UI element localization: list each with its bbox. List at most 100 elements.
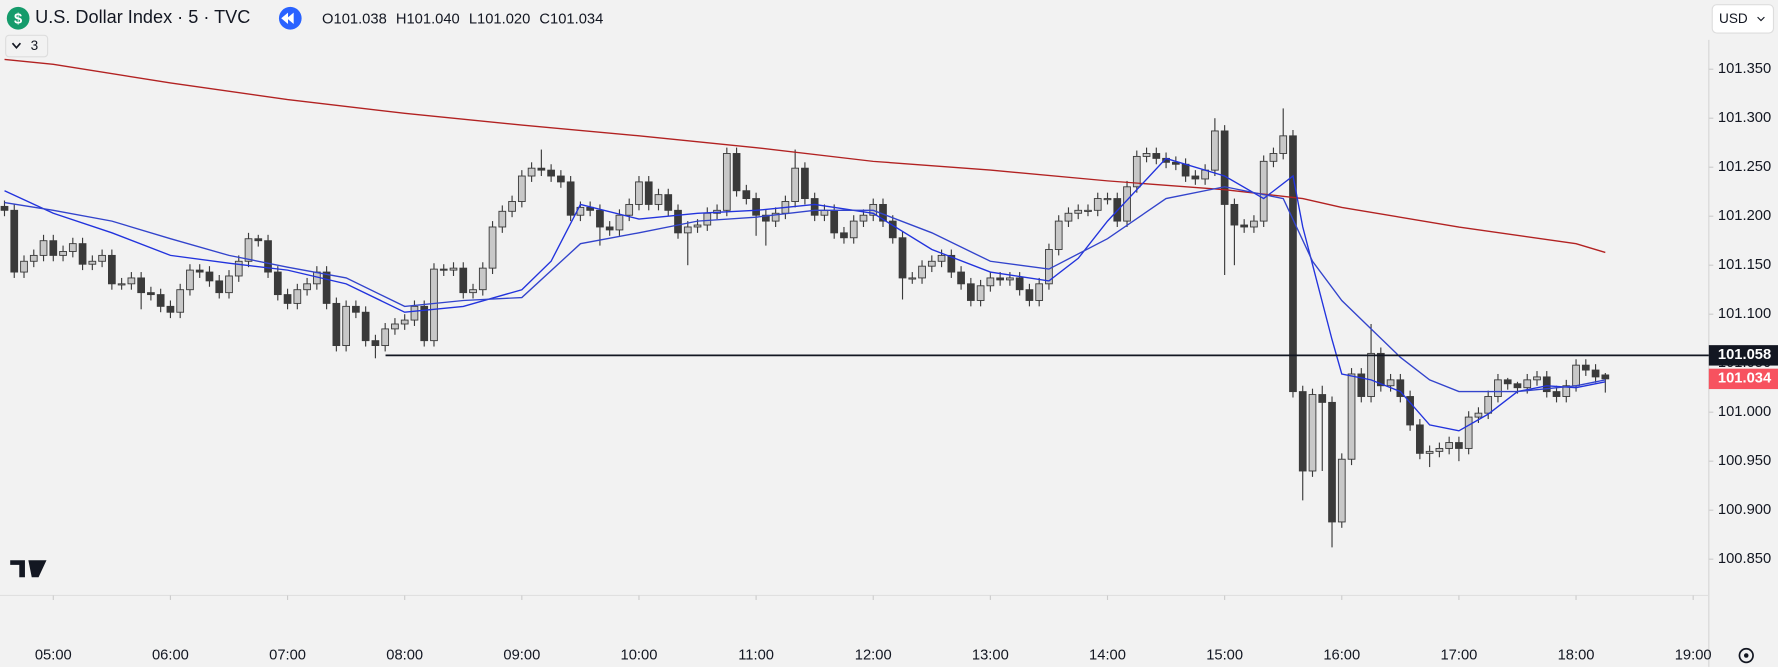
candle-body <box>1406 396 1414 426</box>
indicators-toggle[interactable] <box>5 34 49 58</box>
candle-body <box>664 194 673 211</box>
candle-body <box>1259 160 1268 222</box>
candle-body <box>1025 289 1034 301</box>
last-price-bg <box>1708 368 1778 390</box>
candle-body <box>527 167 536 177</box>
candle-body <box>108 254 116 285</box>
candle-body <box>215 280 224 294</box>
candle-body <box>352 305 360 313</box>
candle-body <box>186 269 194 291</box>
candle-body <box>39 240 48 256</box>
candle-body <box>937 254 946 262</box>
candle-body <box>137 277 146 294</box>
candle-body <box>1386 379 1395 387</box>
x-tick-label: 09:00 <box>503 647 540 663</box>
candle-body <box>1093 198 1102 211</box>
ohlc-value: 101.034 <box>550 11 603 27</box>
candle-body <box>478 267 487 291</box>
candle-body <box>234 260 243 277</box>
settings-icon[interactable] <box>1738 647 1754 664</box>
candle-body <box>1084 209 1092 212</box>
candle-body <box>566 181 575 216</box>
candle-body <box>127 277 136 285</box>
candle-body <box>1445 442 1454 449</box>
symbol-icon-glyph: $ <box>14 11 22 27</box>
candle-body <box>1230 203 1239 226</box>
candle-body <box>918 265 926 279</box>
candle-body <box>1562 385 1571 397</box>
candle-body <box>1269 153 1278 162</box>
ohlc-key: C <box>539 11 550 27</box>
candle-body <box>1211 130 1219 171</box>
y-tick-label: 100.900 <box>1718 502 1771 518</box>
candle-body <box>361 311 370 342</box>
candle-body <box>840 232 848 239</box>
candle-body <box>615 214 624 231</box>
x-tick-label: 16:00 <box>1323 647 1360 663</box>
candle-body <box>1181 163 1190 177</box>
candle-body <box>439 268 448 271</box>
candle-body <box>1416 424 1424 454</box>
ohlc-value: 101.020 <box>477 11 530 27</box>
candle-body <box>791 167 800 202</box>
candle-body <box>1503 379 1512 385</box>
candle-body <box>996 277 1004 281</box>
candle-body <box>957 271 965 285</box>
candle-body <box>947 254 956 273</box>
candle-body <box>88 260 97 265</box>
candle-body <box>176 289 185 313</box>
candle-body <box>771 212 780 222</box>
candle-body <box>722 153 731 211</box>
candle-body <box>1123 186 1131 222</box>
y-tick-label: 101.200 <box>1718 208 1771 224</box>
currency-label: USD <box>1719 11 1748 26</box>
candle-body <box>859 214 868 222</box>
candle-body <box>674 209 682 234</box>
candle-body <box>1250 220 1258 228</box>
candle-body <box>508 201 516 212</box>
x-tick-label: 08:00 <box>386 647 423 663</box>
candle-body <box>488 226 497 269</box>
y-tick-label: 101.000 <box>1718 404 1771 420</box>
candle-body <box>1289 135 1297 393</box>
candle-body <box>400 319 409 325</box>
candle-body <box>166 305 175 313</box>
candle-body <box>342 305 350 347</box>
x-tick-label: 07:00 <box>269 647 306 663</box>
candle-body <box>1601 374 1610 380</box>
candle-body <box>625 203 634 216</box>
candle-body <box>1367 352 1375 397</box>
replay-icon <box>281 12 294 24</box>
candle-body <box>1054 220 1063 250</box>
candle-body <box>498 210 507 228</box>
candle-body <box>332 302 341 347</box>
candle-body <box>1376 352 1385 387</box>
candle-body <box>801 167 809 200</box>
x-tick-label: 17:00 <box>1440 647 1477 663</box>
candle-body <box>1347 373 1356 460</box>
x-tick-label: 18:00 <box>1558 647 1595 663</box>
last-price-label: 101.034 <box>1718 371 1772 387</box>
candle-body <box>1074 209 1083 214</box>
candle-body <box>117 283 126 286</box>
candle-body <box>557 175 565 183</box>
candle-body <box>1103 198 1112 201</box>
tv-logo <box>10 560 47 578</box>
candle-body <box>49 240 58 256</box>
candle-body <box>98 254 106 262</box>
candle-body <box>1220 130 1229 205</box>
candle-body <box>654 194 663 205</box>
currency-button[interactable] <box>1711 4 1775 34</box>
y-tick-label: 101.300 <box>1718 110 1771 126</box>
candle-body <box>1464 416 1473 449</box>
candle-body <box>10 209 19 273</box>
candle-body <box>1132 155 1141 188</box>
candle-body <box>693 224 702 228</box>
candle-body <box>762 214 770 222</box>
candle-body <box>547 169 555 177</box>
candle-body <box>322 271 331 304</box>
candle-body <box>29 254 38 262</box>
